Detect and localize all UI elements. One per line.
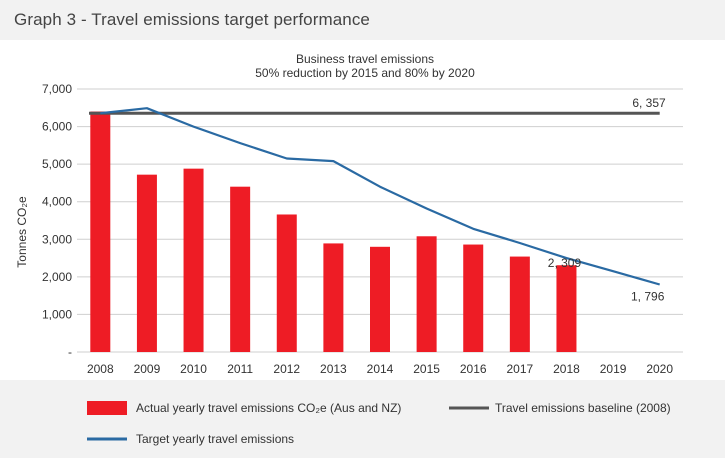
y-tick-label-7000: 7,000 <box>42 82 72 96</box>
bar-2010 <box>183 168 204 352</box>
legend-swatch-actual <box>87 401 127 415</box>
y-tick-label-6000: 6,000 <box>42 120 72 134</box>
x-tick-label-2009: 2009 <box>134 362 161 376</box>
x-tick-label-2019: 2019 <box>600 362 627 376</box>
x-tick-label-2018: 2018 <box>553 362 580 376</box>
bar-2016 <box>463 244 484 352</box>
annotations: 6, 357 2, 309 1, 796 <box>548 96 666 303</box>
x-tick-label-2017: 2017 <box>506 362 533 376</box>
x-tick-label-2014: 2014 <box>367 362 394 376</box>
y-tick-label-5000: 5,000 <box>42 157 72 171</box>
bar-2013 <box>323 243 344 352</box>
legend: Actual yearly travel emissions CO₂e (Aus… <box>87 401 671 446</box>
bar-series <box>90 111 577 353</box>
legend-label-baseline: Travel emissions baseline (2008) <box>495 401 671 415</box>
legend-label-actual: Actual yearly travel emissions CO₂e (Aus… <box>136 401 401 415</box>
annotation-2: 1, 796 <box>631 290 665 304</box>
bar-2015 <box>416 236 437 352</box>
x-tick-label-2011: 2011 <box>227 362 253 376</box>
line-series <box>89 107 661 286</box>
bar-2014 <box>370 246 390 352</box>
x-tick-label-2010: 2010 <box>180 362 207 376</box>
y-tick-label-2000: 2,000 <box>42 270 72 284</box>
bar-2009 <box>136 174 157 352</box>
bar-2011 <box>230 186 251 352</box>
legend-label-target: Target yearly travel emissions <box>136 432 294 446</box>
chart-title: Business travel emissions <box>296 52 434 66</box>
target-line <box>100 107 661 286</box>
x-tick-label-2008: 2008 <box>87 362 114 376</box>
y-tick-label-3000: 3,000 <box>42 232 72 246</box>
y-axis-label: Tonnes CO₂e <box>15 196 29 268</box>
x-tick-labels: 2008 2009 2010 2011 2012 2013 2014 2015 2016 2017… <box>87 362 673 376</box>
bar-2018 <box>556 265 577 352</box>
bar-2017 <box>509 256 530 352</box>
x-tick-label-2016: 2016 <box>460 362 487 376</box>
y-tick-label-1000: 1,000 <box>42 307 72 321</box>
y-tick-label-0: - <box>68 345 72 359</box>
x-tick-label-2015: 2015 <box>413 362 440 376</box>
plot-background <box>0 40 725 380</box>
y-tick-label-4000: 4,000 <box>42 195 72 209</box>
chart-subtitle: 50% reduction by 2015 and 80% by 2020 <box>255 66 475 80</box>
page-title: Graph 3 - Travel emissions target perfor… <box>14 10 370 29</box>
annotation-1: 2, 309 <box>548 256 582 270</box>
annotation-0: 6, 357 <box>632 96 666 110</box>
bar-2008 <box>90 111 111 353</box>
x-tick-label-2020: 2020 <box>646 362 673 376</box>
bar-2012 <box>276 214 297 352</box>
y-tick-labels: - 1,000 2,000 3,000 4,000 5,000 6,000 7,000 <box>42 82 72 359</box>
x-tick-label-2012: 2012 <box>273 362 300 376</box>
x-tick-label-2013: 2013 <box>320 362 347 376</box>
